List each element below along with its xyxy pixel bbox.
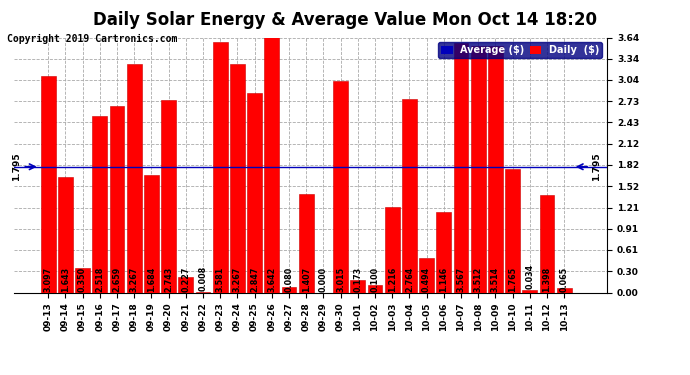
Bar <box>522 290 537 292</box>
Bar <box>282 287 296 292</box>
Text: 3.514: 3.514 <box>491 267 500 292</box>
Bar <box>92 116 107 292</box>
Text: 0.173: 0.173 <box>353 267 362 292</box>
Bar <box>161 100 176 292</box>
Text: 3.512: 3.512 <box>474 267 483 292</box>
Bar <box>264 38 279 292</box>
Bar <box>385 207 400 292</box>
Bar <box>454 43 469 292</box>
Bar <box>333 81 348 292</box>
Bar <box>351 280 365 292</box>
Bar <box>58 177 72 292</box>
Bar <box>471 46 486 292</box>
Text: 1.407: 1.407 <box>302 267 310 292</box>
Bar <box>247 93 262 292</box>
Text: 1.795: 1.795 <box>12 153 21 181</box>
Bar <box>230 64 245 292</box>
Bar <box>437 212 451 292</box>
Text: 1.643: 1.643 <box>61 267 70 292</box>
Bar <box>402 99 417 292</box>
Text: 1.146: 1.146 <box>440 267 449 292</box>
Bar <box>179 277 193 292</box>
Text: 0.494: 0.494 <box>422 267 431 292</box>
Text: 0.008: 0.008 <box>199 266 208 291</box>
Text: 3.567: 3.567 <box>457 267 466 292</box>
Legend: Average ($), Daily  ($): Average ($), Daily ($) <box>438 42 602 58</box>
Bar <box>41 75 55 292</box>
Text: 0.100: 0.100 <box>371 267 380 292</box>
Text: 2.847: 2.847 <box>250 266 259 292</box>
Bar <box>368 285 382 292</box>
Bar <box>144 174 159 292</box>
Text: 0.000: 0.000 <box>319 267 328 292</box>
Text: 3.267: 3.267 <box>130 267 139 292</box>
Text: 2.764: 2.764 <box>405 267 414 292</box>
Text: 2.743: 2.743 <box>164 267 173 292</box>
Text: 2.518: 2.518 <box>95 266 104 292</box>
Text: 1.684: 1.684 <box>147 267 156 292</box>
Text: 1.795: 1.795 <box>592 153 601 181</box>
Text: 0.227: 0.227 <box>181 266 190 292</box>
Text: 0.350: 0.350 <box>78 267 87 292</box>
Bar <box>110 106 124 292</box>
Bar <box>557 288 571 292</box>
Bar <box>75 268 90 292</box>
Text: 3.642: 3.642 <box>267 267 276 292</box>
Text: 0.080: 0.080 <box>284 267 293 292</box>
Text: 1.398: 1.398 <box>542 267 551 292</box>
Bar <box>488 46 503 292</box>
Text: Copyright 2019 Cartronics.com: Copyright 2019 Cartronics.com <box>7 34 177 44</box>
Bar <box>420 258 434 292</box>
Text: Daily Solar Energy & Average Value Mon Oct 14 18:20: Daily Solar Energy & Average Value Mon O… <box>93 11 597 29</box>
Text: 3.097: 3.097 <box>43 267 52 292</box>
Bar <box>540 195 554 292</box>
Text: 3.581: 3.581 <box>216 267 225 292</box>
Text: 1.765: 1.765 <box>508 267 517 292</box>
Bar <box>505 169 520 292</box>
Text: 0.065: 0.065 <box>560 267 569 292</box>
Bar <box>213 42 228 292</box>
Text: 2.659: 2.659 <box>112 267 121 292</box>
Text: 3.267: 3.267 <box>233 267 242 292</box>
Text: 1.216: 1.216 <box>388 267 397 292</box>
Bar <box>127 64 141 292</box>
Text: 0.034: 0.034 <box>525 264 534 290</box>
Bar <box>299 194 313 292</box>
Text: 3.015: 3.015 <box>336 267 345 292</box>
